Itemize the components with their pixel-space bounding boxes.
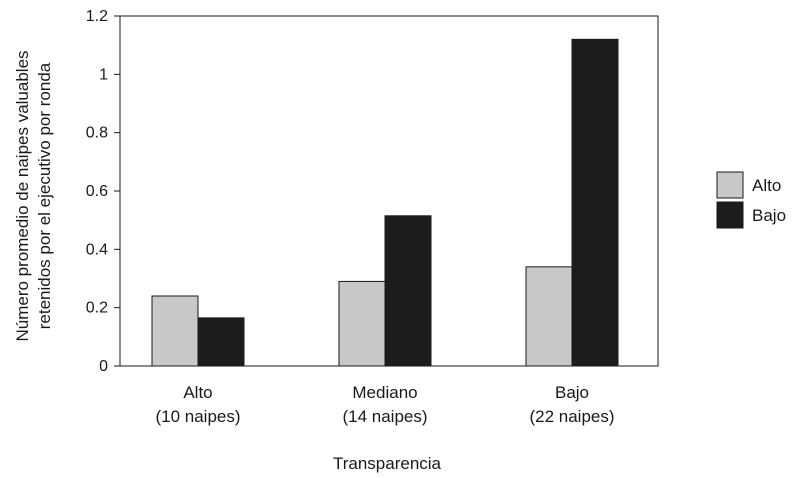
y-tick-label: 0.6 (86, 183, 108, 200)
bar-bajo-3 (571, 38, 619, 367)
x-category-label: Alto (183, 383, 212, 402)
y-axis-ticks: 0 0.2 0.4 0.6 0.8 1 1.2 (86, 8, 120, 375)
x-axis-categories: Alto (10 naipes) Mediano (14 naipes) Bajo (22… (155, 383, 614, 426)
bar-alto-1 (151, 295, 199, 367)
x-category-sublabel: (14 naipes) (342, 407, 427, 426)
x-category-label: Mediano (352, 383, 417, 402)
legend-swatch-bajo (716, 201, 744, 229)
y-tick-label: 0.2 (86, 300, 108, 317)
y-tick-label: 1 (99, 66, 108, 83)
y-tick-label: 0 (99, 358, 108, 375)
legend-label-bajo: Bajo (752, 206, 786, 225)
y-axis-title: Número promedio de naipes valuables rete… (13, 50, 54, 341)
y-tick-label: 0.4 (86, 241, 108, 258)
bar-bajo-2 (384, 215, 432, 367)
bar-alto-3 (525, 266, 573, 367)
legend-swatch-alto (716, 171, 744, 199)
x-category-sublabel: (22 naipes) (529, 407, 614, 426)
legend: Alto Bajo (716, 171, 786, 229)
y-tick-label: 1.2 (86, 8, 108, 25)
bar-alto-2 (338, 280, 386, 367)
legend-label-alto: Alto (752, 176, 781, 195)
bar-bajo-1 (197, 317, 245, 367)
y-axis-title-line-1: Número promedio de naipes valuables (13, 50, 32, 341)
bars (151, 38, 619, 367)
y-tick-label: 0.8 (86, 125, 108, 142)
x-category-sublabel: (10 naipes) (155, 407, 240, 426)
y-axis-title-line-2: retenidos por el ejecutivo por ronda (35, 62, 54, 329)
x-axis-title: Transparencia (333, 454, 442, 473)
x-category-label: Bajo (555, 383, 589, 402)
